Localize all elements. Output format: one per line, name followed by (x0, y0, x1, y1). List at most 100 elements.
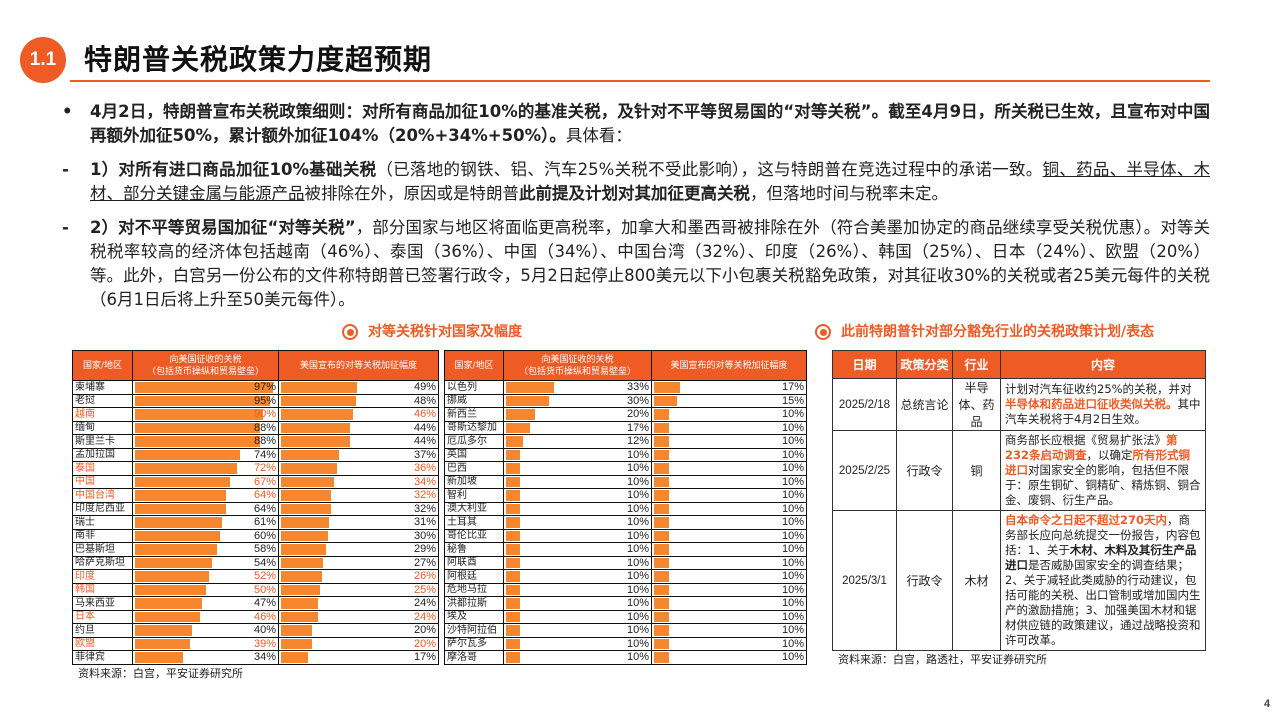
imposed-tariff-cell: 10% (503, 569, 652, 584)
table-row: 巴西 10% 10% (444, 461, 807, 476)
reciprocal-tariff-value: 44% (413, 421, 436, 434)
reciprocal-tariff-value: 10% (781, 502, 804, 515)
imposed-tariff-value: 10% (626, 543, 649, 556)
imposed-tariff-bar (506, 422, 531, 433)
imposed-tariff-cell: 54% (132, 555, 279, 570)
reciprocal-tariff-cell: 44% (278, 434, 439, 449)
reciprocal-tariff-cell: 20% (278, 636, 439, 651)
reciprocal-tariff-value: 10% (781, 421, 804, 434)
reciprocal-tariff-bar (281, 503, 331, 514)
reciprocal-tariff-cell: 10% (651, 447, 807, 462)
reciprocal-tariff-value: 31% (413, 516, 436, 529)
imposed-tariff-cell: 90% (132, 407, 279, 422)
reciprocal-tariff-cell: 10% (651, 609, 807, 624)
imposed-tariff-value: 10% (626, 475, 649, 488)
reciprocal-tariff-bar (281, 652, 308, 663)
table-row: 柬埔寨 97% 49% (72, 380, 439, 395)
imposed-tariff-cell: 10% (503, 609, 652, 624)
column-header: 内容 (1000, 350, 1206, 379)
reciprocal-tariff-bar (654, 611, 670, 622)
imposed-tariff-value: 46% (253, 610, 276, 623)
imposed-tariff-cell: 30% (503, 393, 652, 408)
reciprocal-tariff-cell: 10% (651, 488, 807, 503)
imposed-tariff-bar (506, 463, 521, 474)
country-cell: 马来西亚 (72, 596, 133, 611)
reciprocal-tariff-bar (281, 449, 339, 460)
reciprocal-tariff-value: 10% (781, 556, 804, 569)
section-heading-exempt: 此前特朗普针对部分豁免行业的关税政策计划/表态 (815, 322, 1205, 342)
reciprocal-tariff-table-left: 国家/地区 向美国征收的关税 （包括货币操纵和贸易壁垒） 美国宣布的对等关税加征幅度… (72, 350, 439, 665)
imposed-tariff-cell: 33% (503, 380, 652, 395)
reciprocal-tariff-cell: 31% (278, 515, 439, 530)
table-row: 秘鲁 10% 10% (444, 542, 807, 557)
imposed-tariff-bar (506, 544, 521, 555)
imposed-tariff-value: 61% (253, 516, 276, 529)
reciprocal-tariff-cell: 30% (278, 528, 439, 543)
table-row: 越南 90% 46% (72, 407, 439, 422)
reciprocal-tariff-value: 37% (413, 448, 436, 461)
reciprocal-tariff-cell: 10% (651, 474, 807, 489)
text-run: 此前提及计划对其加征更高关税 (519, 184, 750, 203)
imposed-tariff-value: 39% (253, 637, 276, 650)
reciprocal-tariff-bar (281, 490, 331, 501)
imposed-tariff-cell: 39% (132, 636, 279, 651)
table-row: 韩国 50% 25% (72, 582, 439, 597)
imposed-tariff-value: 10% (626, 448, 649, 461)
text-run: ，但落地时间与税率未定。 (750, 184, 948, 203)
reciprocal-tariff-cell: 32% (278, 501, 439, 516)
table-header-row: 日期 政策分类 行业 内容 (832, 350, 1206, 379)
text-run: 4月2日，特朗普宣布关税政策细则：对所有商品加征10%的基准关税，及针对不平等贸… (90, 102, 1210, 145)
reciprocal-tariff-bar (654, 436, 670, 447)
table-row: 欧盟 39% 20% (72, 636, 439, 651)
content-cell: 计划对汽车征收约25%的关税，并对半导体和药品进口征收类似关税。其中汽车关税将于… (1000, 378, 1206, 431)
imposed-tariff-cell: 10% (503, 474, 652, 489)
bullet-marker: - (62, 160, 69, 179)
country-cell: 新西兰 (444, 407, 504, 422)
imposed-tariff-bar (135, 422, 260, 433)
country-cell: 阿根廷 (444, 569, 504, 584)
imposed-tariff-cell: 34% (132, 650, 279, 665)
country-cell: 摩洛哥 (444, 650, 504, 665)
imposed-tariff-value: 64% (253, 489, 276, 502)
imposed-tariff-bar (135, 409, 263, 420)
imposed-tariff-cell: 88% (132, 434, 279, 449)
policy-type-cell: 总统言论 (896, 378, 953, 431)
reciprocal-tariff-bar (281, 611, 319, 622)
table-row: 挪威 30% 15% (444, 393, 807, 408)
reciprocal-tariff-value: 10% (781, 637, 804, 650)
imposed-tariff-value: 60% (253, 529, 276, 542)
reciprocal-tariff-value: 44% (413, 435, 436, 448)
reciprocal-tariff-bar (654, 382, 680, 393)
reciprocal-tariff-value: 10% (781, 597, 804, 610)
reciprocal-tariff-cell: 32% (278, 488, 439, 503)
country-cell: 洪都拉斯 (444, 596, 504, 611)
table-row: 智利 10% 10% (444, 488, 807, 503)
policy-type-cell: 行政令 (896, 430, 953, 511)
reciprocal-tariff-cell: 25% (278, 582, 439, 597)
reciprocal-tariff-bar (654, 490, 670, 501)
imposed-tariff-value: 10% (626, 637, 649, 650)
text-run: 被排除在外，原因或是特朗普 (304, 184, 520, 203)
column-header: 美国宣布的对等关税加征幅度 (278, 350, 439, 381)
country-cell: 新加坡 (444, 474, 504, 489)
target-bullet-icon (342, 324, 358, 340)
reciprocal-tariff-bar (654, 409, 670, 420)
reciprocal-tariff-bar (654, 422, 670, 433)
reciprocal-tariff-value: 10% (781, 651, 804, 664)
imposed-tariff-cell: 88% (132, 420, 279, 435)
imposed-tariff-cell: 10% (503, 650, 652, 665)
table-row: 厄瓜多尔 12% 10% (444, 434, 807, 449)
imposed-tariff-cell: 17% (503, 420, 652, 435)
bullet-marker: - (62, 218, 69, 237)
imposed-tariff-bar (135, 611, 201, 622)
imposed-tariff-value: 20% (626, 408, 649, 421)
reciprocal-tariff-bar (654, 625, 670, 636)
reciprocal-tariff-bar (654, 463, 670, 474)
page-title: 特朗普关税政策力度超预期 (84, 43, 433, 76)
country-cell: 埃及 (444, 609, 504, 624)
imposed-tariff-value: 10% (626, 462, 649, 475)
reciprocal-tariff-value: 10% (781, 529, 804, 542)
table-header-row: 国家/地区 向美国征收的关税 （包括货币操纵和贸易壁垒） 美国宣布的对等关税加征幅度 (72, 350, 439, 381)
reciprocal-tariff-bar (281, 476, 335, 487)
imposed-tariff-value: 88% (253, 435, 276, 448)
